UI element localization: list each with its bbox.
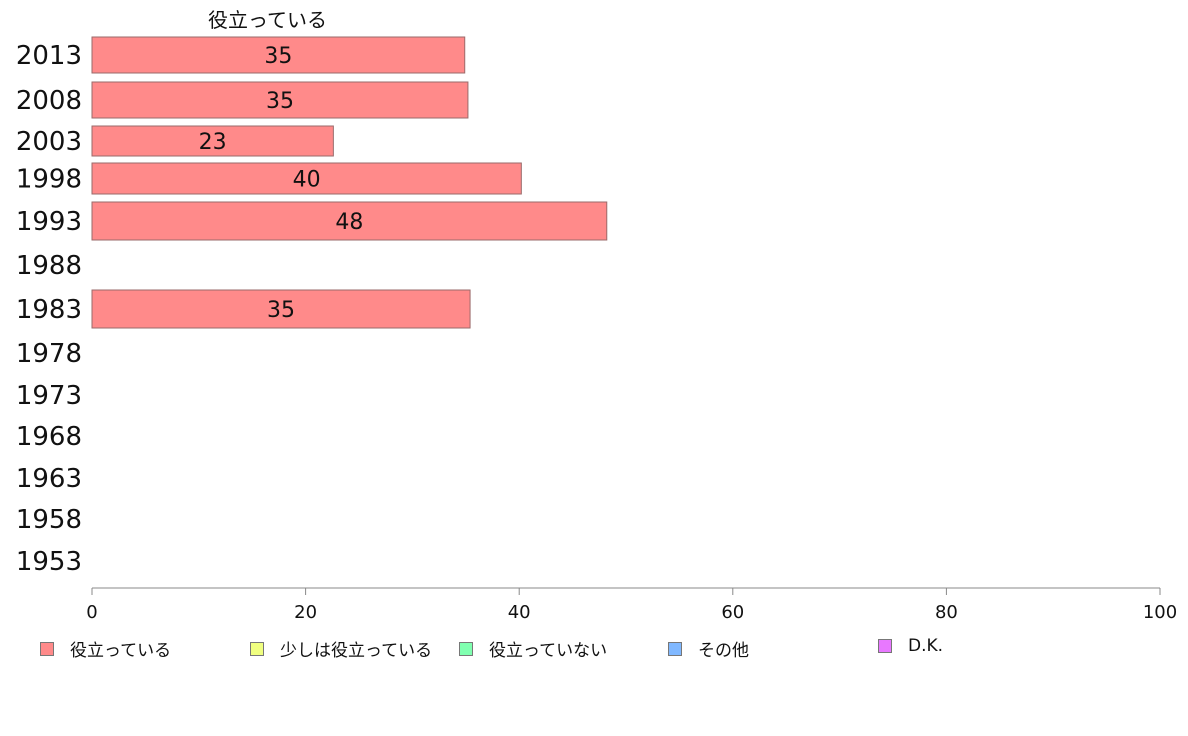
category-label-2008: 2008 <box>16 86 82 116</box>
data-label-1998: 40 <box>293 168 321 193</box>
category-label-1968: 1968 <box>16 422 82 452</box>
legend-swatch-0 <box>40 641 54 656</box>
legend-label-1: 少しは役立っている <box>280 641 433 661</box>
bar-2013 <box>91 36 466 74</box>
x-tick-label-40: 40 <box>508 602 531 623</box>
legend: 役立っている 少しは役立っている 役立っていない その他 D.K. <box>0 636 1188 666</box>
x-tick-label-100: 100 <box>1143 602 1177 623</box>
bar-1993 <box>91 201 608 241</box>
series-title: 役立っている <box>208 8 327 32</box>
legend-label-0: 役立っている <box>70 641 172 661</box>
bar-1998 <box>91 162 522 195</box>
x-tick-label-80: 80 <box>935 602 958 623</box>
legend-label-4: D.K. <box>908 636 944 656</box>
x-tick-label-20: 20 <box>294 602 317 623</box>
legend-item-4: D.K. <box>878 636 943 656</box>
x-tick-label-60: 60 <box>721 602 744 623</box>
data-label-2008: 35 <box>266 89 294 114</box>
category-label-1983: 1983 <box>16 295 82 325</box>
category-label-1953: 1953 <box>16 547 82 577</box>
legend-label-3: その他 <box>698 641 749 661</box>
legend-swatch-2 <box>459 641 473 656</box>
category-label-1998: 1998 <box>16 165 82 195</box>
legend-label-2: 役立っていない <box>489 641 608 661</box>
category-label-1978: 1978 <box>16 339 82 369</box>
bar-1983 <box>91 289 471 329</box>
legend-swatch-4 <box>878 639 892 653</box>
category-label-1958: 1958 <box>16 505 82 535</box>
category-label-2003: 2003 <box>16 127 82 157</box>
data-label-2013: 35 <box>264 44 292 69</box>
bar-2008 <box>91 81 469 119</box>
category-label-1963: 1963 <box>16 464 82 494</box>
legend-swatch-3 <box>668 641 682 656</box>
legend-item-1: 少しは役立っている <box>250 636 432 661</box>
bar-2003 <box>91 125 334 157</box>
data-label-1983: 35 <box>267 298 295 323</box>
x-tick-label-0: 0 <box>86 602 97 623</box>
category-label-1988: 1988 <box>16 251 82 281</box>
category-label-1993: 1993 <box>16 207 82 237</box>
legend-swatch-1 <box>250 641 264 656</box>
category-label-2013: 2013 <box>16 41 82 71</box>
data-label-2003: 23 <box>199 130 227 155</box>
legend-item-0: 役立っている <box>40 636 171 661</box>
data-label-1993: 48 <box>335 210 363 235</box>
legend-item-3: その他 <box>668 636 749 661</box>
legend-item-2: 役立っていない <box>459 636 607 661</box>
category-label-1973: 1973 <box>16 381 82 411</box>
